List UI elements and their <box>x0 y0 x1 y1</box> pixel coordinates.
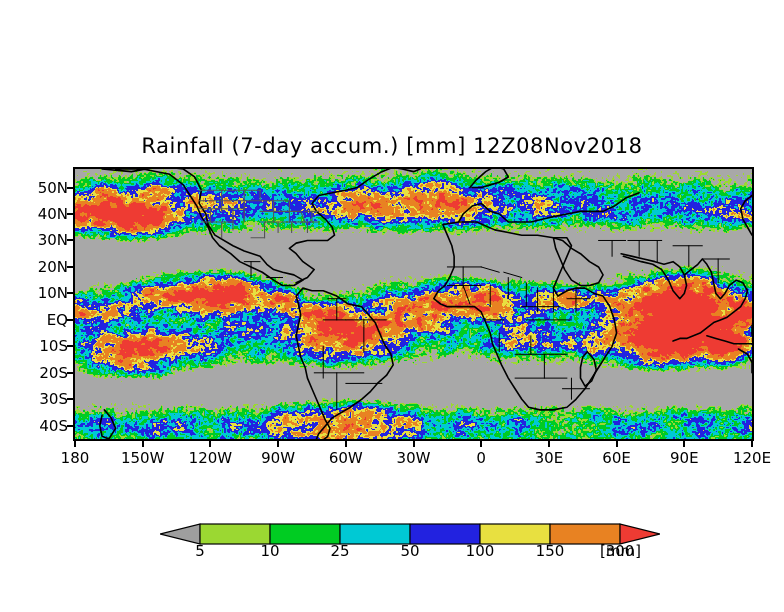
x-axis-label: 30W <box>397 449 431 467</box>
colorbar-tick-label: 50 <box>400 542 419 560</box>
y-axis-label: 10N <box>38 284 68 302</box>
x-axis-label: 30E <box>535 449 564 467</box>
x-axis-label: 60W <box>329 449 363 467</box>
x-tick-mark <box>142 441 144 447</box>
x-tick-mark <box>616 441 618 447</box>
colorbar-tick-label: 5 <box>195 542 205 560</box>
colorbar-tick-label: 150 <box>536 542 565 560</box>
y-axis-label: 50N <box>38 179 68 197</box>
y-axis-label: 40N <box>38 205 68 223</box>
x-axis-label: 90E <box>670 449 699 467</box>
x-axis-label: 90W <box>261 449 295 467</box>
rainfall-heatmap <box>75 169 752 439</box>
y-axis-label: 40S <box>39 417 68 435</box>
x-tick-mark <box>480 441 482 447</box>
x-axis-label: 180 <box>61 449 90 467</box>
colorbar-tick-label: 25 <box>330 542 349 560</box>
colorbar-unit-label: [mm] <box>600 542 641 560</box>
y-axis-label: 30S <box>39 390 68 408</box>
map-plot-area <box>73 167 754 441</box>
y-axis-label: 30N <box>38 231 68 249</box>
x-tick-mark <box>683 441 685 447</box>
x-tick-mark <box>548 441 550 447</box>
page-title: Rainfall (7-day accum.) [mm] 12Z08Nov201… <box>0 134 784 158</box>
x-axis-label: 120E <box>733 449 771 467</box>
y-axis-label: 20N <box>38 258 68 276</box>
x-tick-mark <box>209 441 211 447</box>
x-axis-label: 0 <box>476 449 486 467</box>
y-axis-label: 20S <box>39 364 68 382</box>
colorbar-tick-label: 100 <box>466 542 495 560</box>
y-axis-label: 10S <box>39 337 68 355</box>
x-tick-mark <box>345 441 347 447</box>
x-tick-mark <box>751 441 753 447</box>
x-tick-mark <box>413 441 415 447</box>
y-axis-label: EQ <box>47 311 68 329</box>
x-axis-label: 60E <box>602 449 631 467</box>
x-axis-label: 150W <box>121 449 164 467</box>
x-tick-mark <box>74 441 76 447</box>
x-axis-label: 120W <box>189 449 232 467</box>
colorbar-tick-label: 10 <box>260 542 279 560</box>
x-tick-mark <box>277 441 279 447</box>
